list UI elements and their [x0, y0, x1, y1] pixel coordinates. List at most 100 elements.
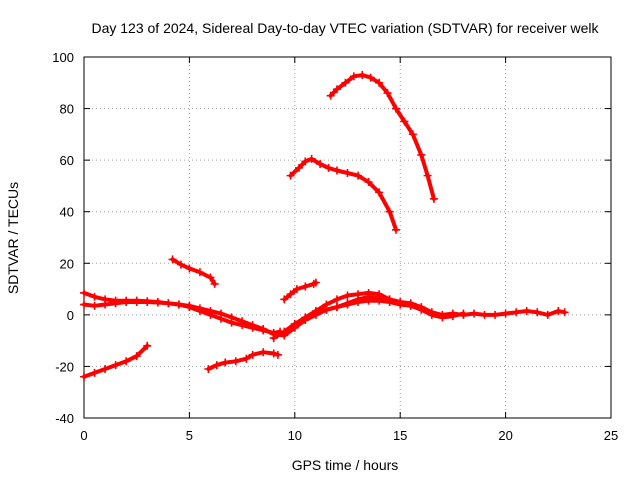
- data-point-marker: [560, 308, 569, 317]
- series-arc-1: [80, 288, 285, 337]
- data-point-marker: [122, 297, 131, 306]
- series-arc-4: [311, 296, 468, 322]
- data-point-marker: [491, 310, 500, 319]
- data-point-marker: [301, 157, 310, 166]
- series-arc-5: [80, 341, 152, 381]
- x-axis-label: GPS time / hours: [292, 457, 399, 473]
- data-point-marker: [242, 354, 251, 363]
- data-point-marker: [459, 309, 468, 318]
- data-point-marker: [417, 305, 426, 314]
- data-point-marker: [366, 73, 375, 82]
- y-tick-label: 20: [60, 256, 74, 271]
- data-point-marker: [153, 298, 162, 307]
- data-point-marker: [427, 310, 436, 319]
- data-point-marker: [332, 303, 341, 312]
- y-tick-label: -40: [55, 411, 74, 426]
- data-point-marker: [554, 306, 563, 315]
- data-point-marker: [259, 325, 268, 334]
- series-trace: [82, 290, 282, 335]
- data-point-marker: [248, 350, 257, 359]
- data-point-marker: [343, 291, 352, 300]
- data-point-marker: [406, 301, 415, 310]
- data-point-marker: [429, 194, 438, 203]
- data-point-marker: [332, 85, 341, 94]
- data-point-marker: [341, 78, 350, 87]
- data-point-marker: [448, 312, 457, 321]
- data-point-marker: [221, 358, 230, 367]
- data-point-marker: [269, 334, 278, 343]
- data-point-marker: [400, 117, 409, 126]
- data-point-marker: [143, 341, 152, 350]
- data-point-marker: [90, 301, 99, 310]
- data-point-marker: [364, 288, 373, 297]
- data-point-marker: [132, 297, 141, 306]
- data-point-marker: [286, 171, 295, 180]
- data-point-marker: [111, 361, 120, 370]
- x-axis-ticks: 0 5 10 15 20 25: [80, 57, 618, 443]
- x-tick-label: 5: [186, 428, 193, 443]
- data-point-marker: [543, 310, 552, 319]
- data-point-marker: [438, 313, 447, 322]
- data-point-marker: [311, 308, 320, 317]
- data-point-marker: [168, 255, 177, 264]
- y-tick-label: 100: [52, 50, 74, 65]
- data-point-marker: [375, 296, 384, 305]
- data-point-marker: [349, 72, 358, 81]
- data-point-marker: [259, 348, 268, 357]
- data-point-marker: [354, 297, 363, 306]
- data-point-marker: [176, 260, 185, 269]
- data-point-marker: [206, 306, 215, 315]
- data-point-marker: [343, 169, 352, 178]
- data-point-marker: [212, 361, 221, 370]
- data-point-marker: [195, 268, 204, 277]
- data-point-marker: [80, 372, 88, 381]
- data-point-marker: [358, 71, 367, 80]
- data-point-marker: [512, 308, 521, 317]
- data-point-marker: [408, 130, 417, 139]
- data-point-marker: [164, 299, 173, 308]
- data-point-marker: [217, 309, 226, 318]
- data-point-marker: [391, 104, 400, 113]
- data-point-marker: [195, 304, 204, 313]
- data-point-marker: [375, 78, 384, 87]
- data-series: [80, 71, 569, 381]
- data-point-marker: [286, 290, 295, 299]
- data-point-marker: [423, 171, 432, 180]
- x-tick-label: 20: [498, 428, 512, 443]
- data-point-marker: [364, 178, 373, 187]
- data-point-marker: [204, 365, 213, 374]
- data-point-marker: [469, 309, 478, 318]
- data-point-marker: [101, 300, 110, 309]
- data-point-marker: [385, 297, 394, 306]
- data-point-marker: [332, 166, 341, 175]
- series-arc-8: [280, 278, 320, 304]
- data-point-marker: [238, 317, 247, 326]
- data-point-marker: [295, 163, 304, 172]
- data-point-marker: [227, 313, 236, 322]
- data-point-marker: [533, 308, 542, 317]
- series-arc-9: [286, 154, 400, 234]
- chart-title: Day 123 of 2024, Sidereal Day-to-day VTE…: [91, 20, 599, 36]
- data-point-marker: [248, 321, 257, 330]
- data-point-marker: [132, 352, 141, 361]
- data-point-marker: [332, 295, 341, 304]
- data-point-marker: [354, 290, 363, 299]
- data-point-marker: [383, 89, 392, 98]
- series-trace: [328, 73, 436, 201]
- data-point-marker: [301, 282, 310, 291]
- data-point-marker: [80, 288, 88, 297]
- x-tick-label: 15: [393, 428, 407, 443]
- data-point-marker: [385, 207, 394, 216]
- data-point-marker: [480, 310, 489, 319]
- data-point-marker: [301, 313, 310, 322]
- y-tick-label: 40: [60, 205, 74, 220]
- series-arc-7: [204, 348, 282, 374]
- y-tick-label: -20: [55, 359, 74, 374]
- data-point-marker: [311, 278, 320, 287]
- data-point-marker: [210, 279, 219, 288]
- data-point-marker: [185, 264, 194, 273]
- data-point-marker: [354, 171, 363, 180]
- data-point-marker: [206, 273, 215, 282]
- y-axis-ticks: -40 -20 0 20 40 60 80 100: [52, 50, 611, 426]
